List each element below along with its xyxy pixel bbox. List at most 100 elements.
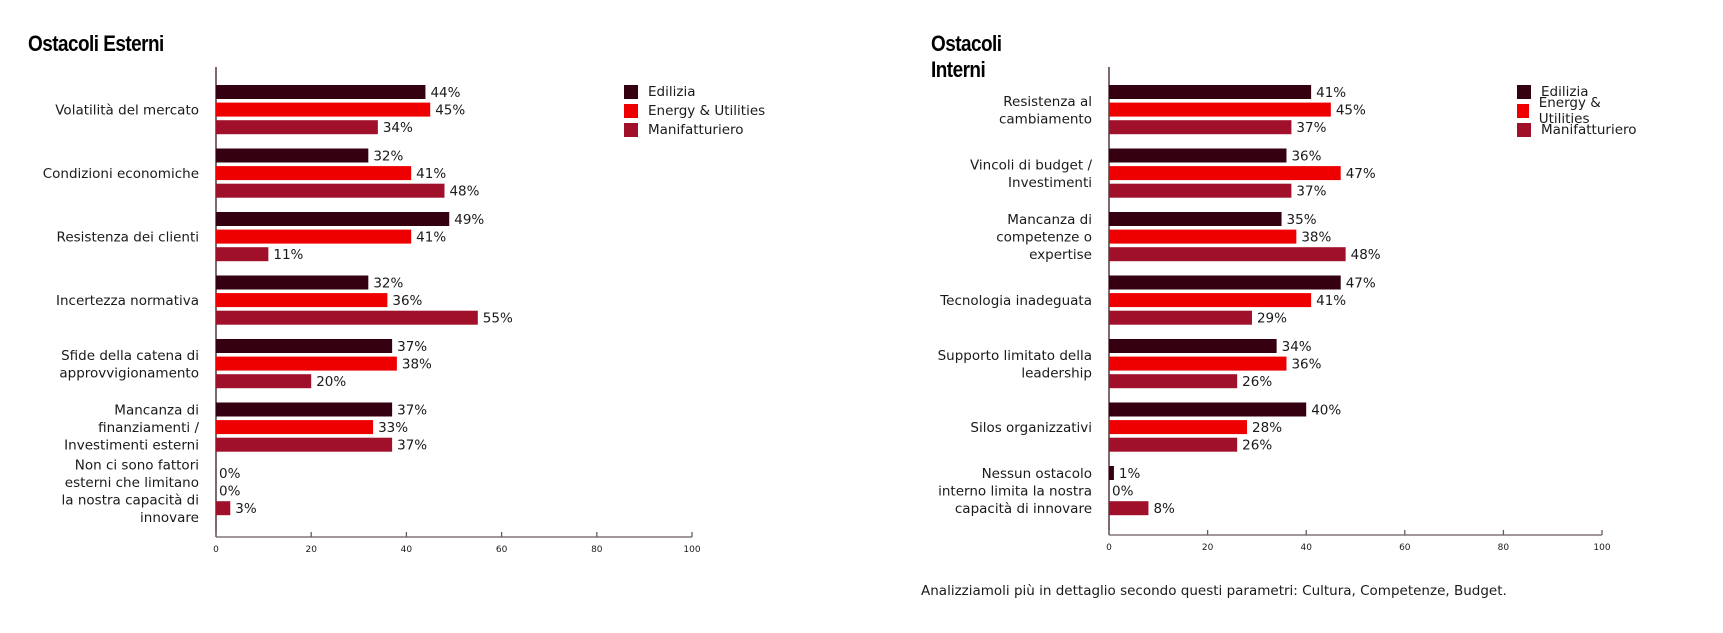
legend-item-manifatturiero: Manifatturiero — [1517, 120, 1637, 139]
x-tick-label: 60 — [1399, 543, 1411, 553]
bar-energy-utilities — [216, 420, 374, 435]
data-label: 37% — [1296, 184, 1326, 200]
x-tick-label: 100 — [683, 545, 700, 555]
data-label: 36% — [392, 293, 422, 309]
data-label: 38% — [402, 357, 432, 373]
category-label: Silos organizzativi — [970, 420, 1092, 436]
bar-manifatturiero — [1109, 501, 1149, 516]
category-label: Resistenza al cambiamento — [999, 94, 1092, 128]
data-label: 26% — [1242, 374, 1272, 390]
data-label: 34% — [383, 120, 413, 136]
category-label: Volatilità del mercato — [55, 103, 199, 119]
data-label: 37% — [397, 339, 427, 355]
legend-swatch — [624, 84, 638, 99]
bar-manifatturiero — [1109, 247, 1346, 262]
data-label: 3% — [235, 501, 257, 517]
bar-manifatturiero — [216, 374, 312, 389]
bar-manifatturiero — [1109, 310, 1252, 325]
legend-item-energy-utilities: Energy & Utilities — [1517, 95, 1637, 127]
bar-manifatturiero — [216, 501, 231, 516]
x-tick-label: 0 — [213, 545, 219, 555]
bar-manifatturiero — [216, 310, 478, 325]
category-label: Supporto limitato della leadership — [938, 348, 1092, 382]
category-label: Nessun ostacolo interno limita la nostra c… — [938, 466, 1092, 517]
bar-energy-utilities — [1109, 356, 1287, 371]
chart-title: Ostacoli Esterni — [28, 31, 164, 56]
data-label: 1% — [1119, 466, 1141, 482]
data-label: 45% — [435, 103, 465, 119]
data-label: 11% — [273, 247, 303, 263]
bar-energy-utilities — [216, 166, 412, 181]
legend-label: Energy & Utilities — [1538, 94, 1601, 127]
category-label: Vincoli di budget / Investimenti — [970, 157, 1092, 191]
bar-manifatturiero — [1109, 374, 1238, 389]
bar-energy-utilities — [216, 229, 412, 244]
data-label: 48% — [1351, 247, 1381, 263]
data-label: 0% — [1112, 484, 1134, 500]
data-label: 32% — [373, 276, 403, 292]
bar-edilizia — [216, 85, 426, 99]
caption-text: Analizziamoli più in dettaglio secondo q… — [921, 583, 1507, 599]
bar-manifatturiero — [216, 437, 393, 452]
data-label: 29% — [1257, 311, 1287, 327]
bar-manifatturiero — [216, 247, 269, 262]
category-label: Resistenza dei clienti — [57, 230, 199, 246]
legend-item-edilizia: Edilizia — [624, 82, 765, 101]
data-label: 41% — [416, 230, 446, 246]
data-label: 41% — [1316, 85, 1346, 101]
bar-energy-utilities — [1109, 229, 1297, 244]
data-label: 37% — [397, 438, 427, 454]
chart-title: Ostacoli Interni — [931, 31, 1002, 82]
bar-edilizia — [1109, 339, 1277, 353]
legend-label: Manifatturiero — [648, 121, 744, 138]
bar-edilizia — [1109, 402, 1307, 417]
data-label: 0% — [219, 484, 241, 500]
legend-label: Manifatturiero — [1541, 121, 1637, 138]
category-label: Mancanza di finanziamenti / Investimenti e… — [64, 403, 199, 454]
data-label: 33% — [378, 420, 408, 436]
data-label: 49% — [454, 212, 484, 228]
category-label: Mancanza di competenze o expertise — [996, 212, 1092, 263]
bar-edilizia — [1109, 466, 1114, 480]
bar-chart-plot: 0 20 40 60 80 100 Volatilità del mercato 44% 45%… — [43, 67, 701, 555]
legend-item-edilizia: Edilizia — [1517, 82, 1637, 101]
legend: Edilizia Energy & Utilities Manifatturie… — [1517, 82, 1637, 139]
bar-edilizia — [1109, 85, 1312, 99]
data-label: 37% — [1296, 120, 1326, 136]
chart-ostacoli-esterni: Ostacoli Esterni 0 20 40 60 80 100 Volatilità … — [0, 0, 860, 633]
bar-edilizia — [1109, 148, 1287, 163]
data-label: 32% — [373, 149, 403, 165]
bar-manifatturiero — [1109, 120, 1292, 135]
data-label: 0% — [219, 466, 241, 482]
bar-energy-utilities — [216, 293, 388, 308]
legend-swatch — [624, 122, 638, 137]
data-label: 37% — [397, 403, 427, 419]
legend-item-manifatturiero: Manifatturiero — [624, 120, 765, 139]
category-label: Tecnologia inadeguata — [939, 293, 1092, 309]
bar-edilizia — [216, 339, 393, 353]
legend-swatch — [1517, 103, 1529, 118]
data-label: 41% — [1316, 293, 1346, 309]
legend-swatch — [624, 103, 638, 118]
bar-manifatturiero — [216, 120, 378, 135]
bar-energy-utilities — [1109, 420, 1248, 435]
chart-ostacoli-interni: Ostacoli Interni 0 20 40 60 80 100 Resistenza … — [0, 0, 1637, 633]
data-label: 48% — [449, 184, 479, 200]
data-label: 26% — [1242, 438, 1272, 454]
category-label: Condizioni economiche — [43, 166, 199, 182]
bar-energy-utilities — [1109, 166, 1341, 181]
x-tick-label: 60 — [496, 545, 508, 555]
legend-item-energy-utilities: Energy & Utilities — [624, 101, 765, 120]
data-label: 45% — [1336, 103, 1366, 119]
bar-edilizia — [216, 212, 450, 226]
data-label: 36% — [1291, 357, 1321, 373]
x-tick-label: 0 — [1106, 543, 1112, 553]
x-tick-label: 80 — [1498, 543, 1510, 553]
bar-edilizia — [1109, 275, 1341, 290]
bar-energy-utilities — [216, 356, 397, 371]
data-label: 34% — [1282, 339, 1312, 355]
data-label: 55% — [483, 311, 513, 327]
data-label: 35% — [1287, 212, 1317, 228]
bar-energy-utilities — [1109, 102, 1331, 117]
